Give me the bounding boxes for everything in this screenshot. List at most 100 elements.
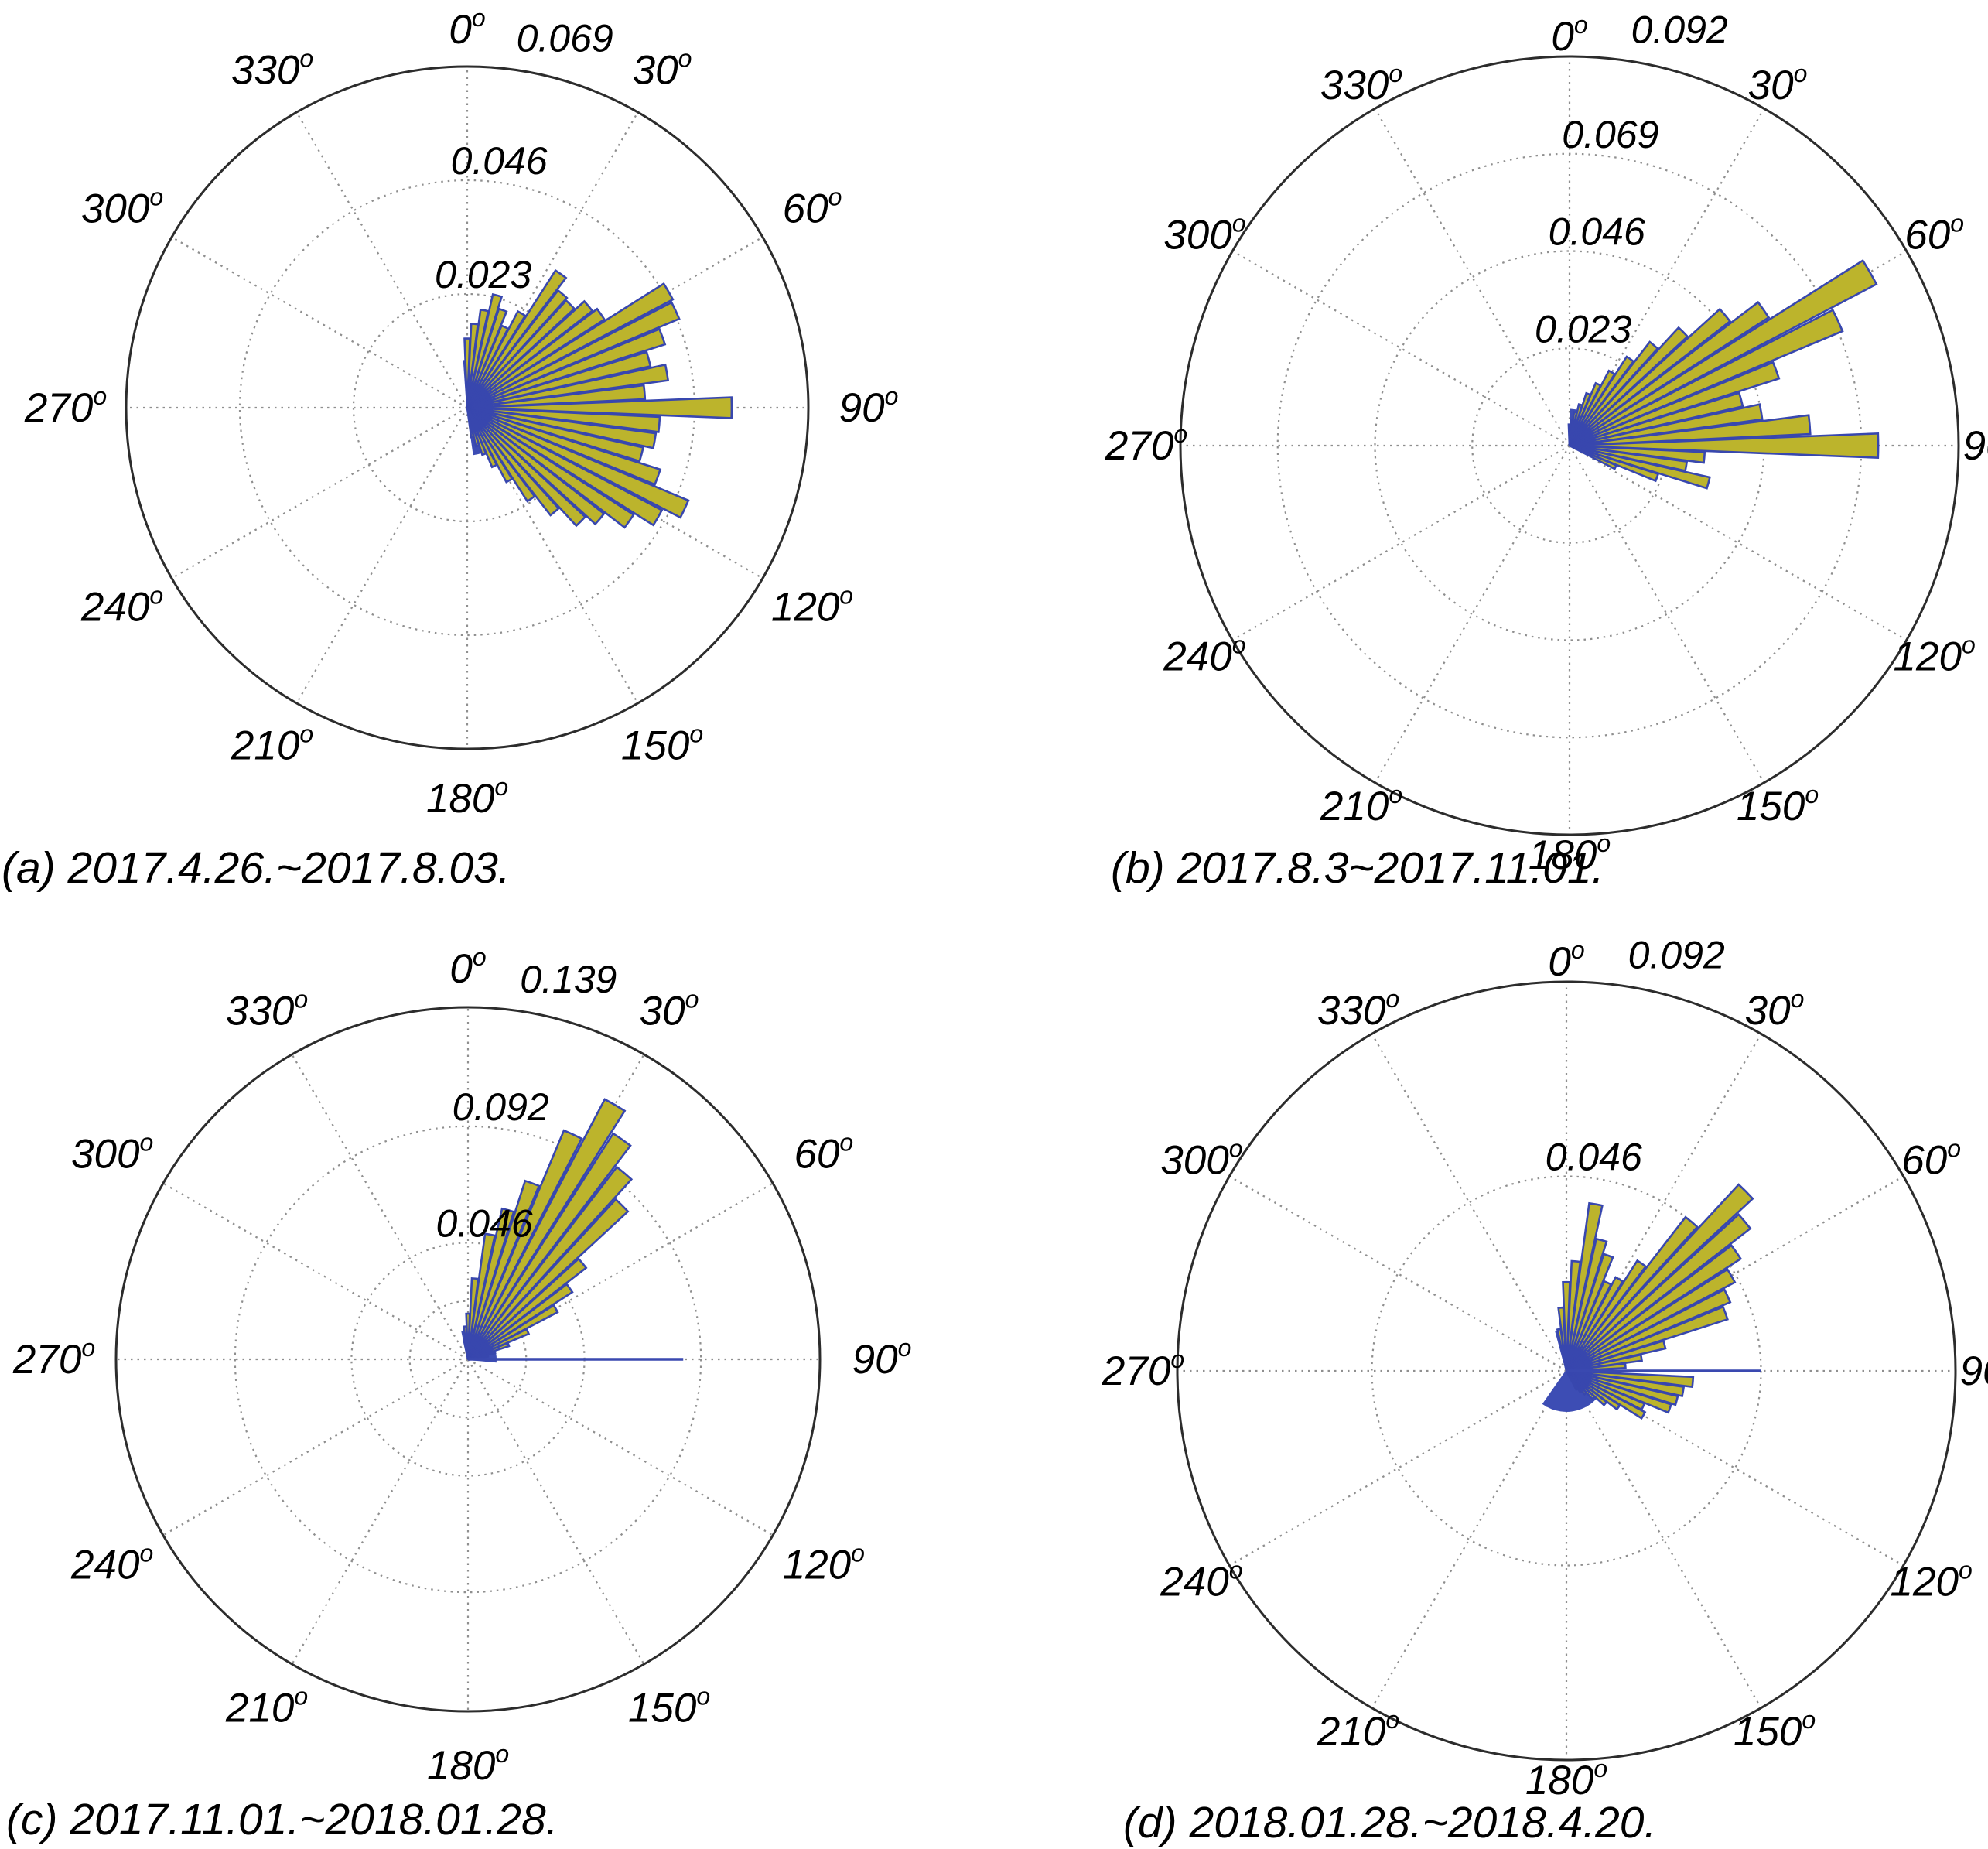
rose-petal [1569, 300, 1771, 447]
angle-tick-label: 270o [1105, 420, 1187, 469]
rose-petal [466, 363, 670, 409]
rose-petal [1569, 361, 1781, 447]
rose-petal [467, 1257, 588, 1361]
grid-spoke [466, 236, 763, 408]
rose-petal [466, 407, 475, 439]
outer-circle [125, 65, 810, 750]
grid-spoke [466, 407, 763, 579]
grid-spoke [467, 1359, 645, 1665]
rose-petal [467, 1304, 559, 1361]
angle-tick-number: 240 [80, 584, 150, 630]
angle-tick-number: 150 [1734, 1709, 1802, 1755]
rose-petal [466, 407, 587, 528]
angle-tick-label: 60o [794, 1129, 853, 1177]
degree-superscript: o [299, 45, 313, 73]
rose-petal [1569, 444, 1618, 470]
grid-spoke [466, 407, 639, 704]
polar-chart-a: 0.0230.0460.0690o30o60o90o120o150o180o21… [24, 4, 898, 822]
radial-tick-label: 0.046 [436, 1201, 533, 1245]
angle-tick-number: 330 [231, 48, 300, 94]
angle-tick-label: 0o [1551, 11, 1587, 60]
rose-petal [1569, 403, 1764, 447]
degree-superscript: o [472, 4, 486, 32]
angle-tick-label: 120o [1891, 1556, 1973, 1605]
degree-superscript: o [1232, 210, 1246, 238]
angle-tick-label: 60o [783, 183, 842, 232]
radial-tick-label: 0.092 [453, 1085, 549, 1129]
outer-circle [1179, 55, 1960, 836]
rose-petal [1566, 1339, 1667, 1372]
rose-petal [466, 289, 569, 408]
angle-tick-label: 300o [1160, 1135, 1242, 1184]
grid-spoke [295, 407, 468, 704]
radial-tick-label: 0.069 [1562, 113, 1658, 156]
polar-chart-c: 0.0460.0920.1390o30o60o90o120o150o180o21… [12, 943, 911, 1789]
degree-superscript: o [1170, 1345, 1184, 1373]
caption-b-text: (b) 2017.8.3~2017.11.01. [1111, 843, 1604, 893]
angle-tick-label: 90o [1960, 1345, 1988, 1394]
angle-tick-number: 0 [449, 7, 472, 53]
caption-panel-d: (d) 2018.01.28.~2018.4.20. [1123, 1799, 1656, 1846]
rose-petal [466, 406, 606, 526]
rose-petal [466, 396, 733, 419]
degree-superscript: o [1802, 1706, 1816, 1734]
angle-tick-label: 180o [427, 1740, 509, 1789]
rose-petal [1566, 1267, 1737, 1372]
angle-tick-number: 60 [1901, 1138, 1947, 1184]
angle-tick-label: 60o [1901, 1135, 1961, 1184]
angle-tick-label: 330o [1320, 60, 1402, 108]
rose-petal [1565, 1370, 1580, 1391]
degree-superscript: o [139, 1539, 153, 1567]
angle-tick-number: 30 [1748, 63, 1794, 108]
angle-tick-label: 120o [771, 581, 853, 630]
angle-tick-label: 120o [783, 1539, 865, 1588]
angle-tick-number: 120 [771, 584, 840, 630]
angle-tick-label: 180o [1525, 1755, 1607, 1803]
angle-tick-label: 210o [225, 1682, 308, 1731]
degree-superscript: o [1389, 60, 1402, 87]
degree-superscript: o [839, 581, 853, 609]
angle-tick-label: 240o [70, 1539, 153, 1588]
rose-petal [466, 406, 664, 527]
radial-tick-label: 0.046 [451, 139, 548, 183]
angle-tick-number: 210 [231, 723, 300, 768]
polar-chart-d: 0.0460.0920o30o60o90o120o150o180o210o240… [1102, 934, 1988, 1803]
angle-tick-label: 240o [1160, 1556, 1242, 1605]
degree-superscript: o [1593, 1755, 1607, 1782]
angle-tick-label: 30o [1748, 60, 1808, 108]
degree-superscript: o [294, 986, 308, 1013]
rose-petal [1569, 432, 1880, 460]
angle-tick-number: 60 [783, 186, 828, 232]
rose-petal [466, 301, 681, 409]
rose-petal [1565, 1215, 1699, 1372]
angle-tick-number: 330 [226, 989, 295, 1034]
rose-petal [466, 282, 675, 409]
degree-superscript: o [1959, 1556, 1973, 1584]
degree-superscript: o [1571, 936, 1585, 964]
rose-petal [1569, 391, 1744, 447]
rose-petal [466, 299, 594, 409]
degree-superscript: o [1229, 1556, 1243, 1584]
grid-ring [234, 1125, 702, 1594]
grid-spoke [162, 1182, 469, 1360]
degree-superscript: o [828, 183, 842, 211]
angle-tick-number: 210 [1320, 784, 1389, 829]
angle-tick-number: 150 [1737, 784, 1805, 829]
angle-tick-label: 330o [226, 986, 308, 1034]
angle-tick-number: 300 [81, 186, 150, 232]
grid-spoke [1374, 108, 1570, 446]
degree-superscript: o [149, 183, 163, 211]
angle-tick-number: 0 [1551, 14, 1574, 60]
angle-tick-label: 240o [1163, 631, 1245, 679]
degree-superscript: o [473, 943, 487, 971]
degree-superscript: o [299, 719, 313, 747]
grid-spoke [295, 111, 468, 408]
angle-tick-number: 300 [71, 1132, 140, 1177]
rose-petal [1566, 1183, 1754, 1372]
grid-spoke [1566, 1370, 1762, 1709]
rose-petal [1569, 307, 1732, 447]
rose-petal [466, 1132, 632, 1360]
angle-tick-label: 270o [12, 1334, 95, 1382]
radial-tick-label: 0.046 [1546, 1136, 1642, 1179]
